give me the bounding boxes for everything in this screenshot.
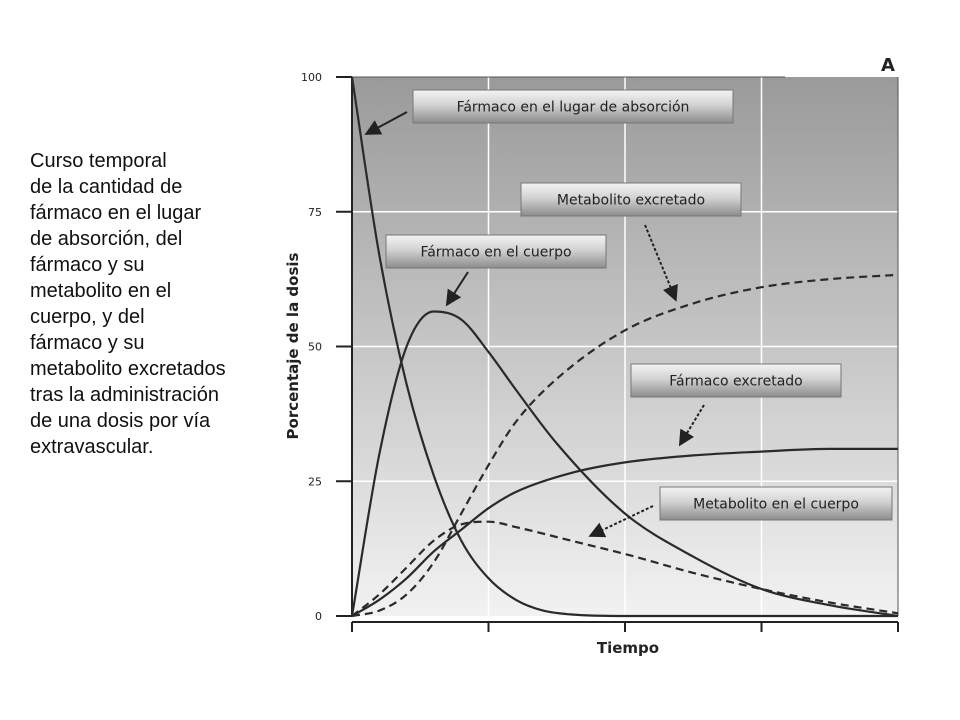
y-tick-label: 75 — [308, 206, 322, 219]
callout-arrow — [445, 271, 469, 307]
callout-label: Fármaco en el cuerpo — [420, 245, 571, 261]
callout-box — [630, 363, 842, 398]
grid — [352, 77, 898, 616]
series-drug-in-body — [350, 310, 899, 618]
callout-metabolite-in-body: Metabolito en el cuerpo — [588, 486, 893, 538]
callout-excreted-drug: Fármaco excretado — [630, 363, 842, 447]
series-excreted-metabolite — [351, 273, 899, 618]
y-tick-label: 0 — [315, 610, 322, 623]
y-axis-title: Porcentaje de la dosis — [284, 252, 302, 439]
callout-label: Fármaco excretado — [669, 374, 802, 390]
caption-line: metabolito en el — [30, 280, 172, 302]
x-axis-title: Tiempo — [597, 639, 659, 657]
caption: Curso temporal de la cantidad de fármaco… — [30, 148, 270, 460]
panel-label: A — [881, 55, 895, 76]
callout-label: Metabolito excretado — [557, 193, 705, 209]
callout-arrow — [364, 111, 408, 135]
series-absorption-site — [350, 76, 898, 618]
callouts: Fármaco en el lugar de absorción Metaboli… — [364, 89, 893, 538]
callout-arrow — [588, 505, 654, 538]
caption-line: Curso temporal — [30, 150, 167, 172]
callout-box — [385, 234, 607, 269]
caption-line: fármaco y su — [30, 254, 145, 276]
callout-arrow — [644, 224, 678, 302]
y-tick-label: 50 — [308, 341, 322, 354]
y-tick-label: 100 — [301, 71, 322, 84]
callout-box — [412, 89, 734, 124]
caption-line: de absorción, del — [30, 228, 183, 250]
caption-line: extravascular. — [30, 436, 154, 458]
callout-label: Fármaco en el lugar de absorción — [457, 100, 690, 116]
caption-line: tras la administración — [30, 384, 219, 406]
callout-drug-in-body: Fármaco en el cuerpo — [385, 234, 607, 307]
callout-label: Metabolito en el cuerpo — [693, 497, 859, 513]
caption-line: fármaco y su — [30, 332, 145, 354]
callout-box — [520, 182, 742, 217]
callout-excreted-metabolite: Metabolito excretado — [520, 182, 742, 302]
caption-line: metabolito excretados — [30, 358, 226, 380]
caption-line: de una dosis por vía — [30, 410, 211, 432]
callout-box — [659, 486, 893, 521]
callout-absorption-site: Fármaco en el lugar de absorción — [364, 89, 734, 135]
series-group — [350, 76, 899, 618]
axes: 0 25 50 75 100 — [301, 71, 899, 632]
callout-arrow — [678, 404, 705, 447]
caption-line: de la cantidad de — [30, 176, 183, 198]
y-tick-label: 25 — [308, 475, 322, 488]
caption-line: fármaco en el lugar — [30, 202, 202, 224]
caption-line: cuerpo, y del — [30, 306, 145, 328]
series-excreted-drug — [351, 447, 898, 617]
